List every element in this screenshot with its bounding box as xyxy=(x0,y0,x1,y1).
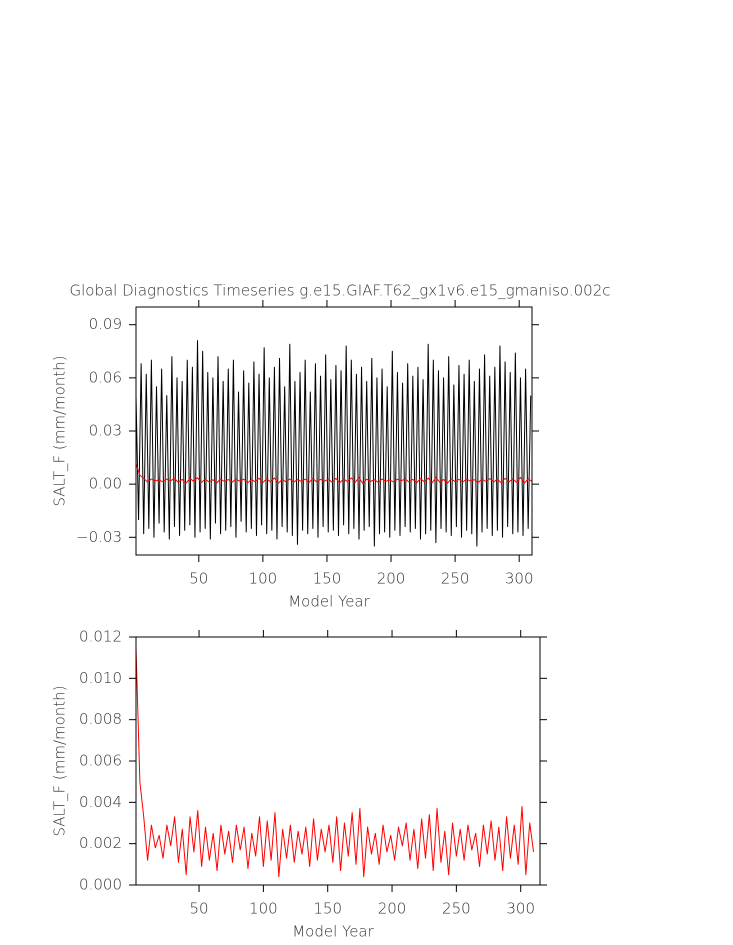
y-tick-label: 0.09 xyxy=(89,315,122,333)
x-tick-label: 50 xyxy=(189,570,208,588)
x-tick-label: 100 xyxy=(249,570,278,588)
data-line xyxy=(136,340,532,547)
y-tick-label: 0.012 xyxy=(79,628,122,646)
data-line xyxy=(136,647,535,878)
x-tick-label: 300 xyxy=(506,900,535,918)
y-axis-label: SALT_F (mm/month) xyxy=(51,355,69,506)
x-tick-label: 250 xyxy=(442,900,471,918)
y-tick-label: 0.00 xyxy=(89,475,122,493)
y-tick-label: 0.010 xyxy=(79,669,122,687)
x-axis-label: Model Year xyxy=(292,923,374,941)
x-tick-label: 50 xyxy=(189,900,208,918)
y-tick-label: 0.03 xyxy=(89,422,122,440)
chart-title: Global Diagnostics Timeseries g.e15.GIAF… xyxy=(70,282,611,300)
y-tick-label: 0.006 xyxy=(79,752,122,770)
y-tick-label: 0.06 xyxy=(89,368,122,386)
plot-frame xyxy=(135,636,541,886)
x-tick-label: 150 xyxy=(313,900,342,918)
x-tick-label: 200 xyxy=(378,900,407,918)
y-axis-label: SALT_F (mm/month) xyxy=(51,685,69,836)
y-tick-label: 0.008 xyxy=(79,710,122,728)
y-tick-label: −0.03 xyxy=(76,528,122,546)
data-line xyxy=(136,463,532,484)
x-tick-label: 150 xyxy=(313,570,342,588)
y-tick-label: 0.002 xyxy=(79,834,122,852)
y-tick-label: 0.004 xyxy=(79,793,122,811)
x-tick-label: 300 xyxy=(505,570,534,588)
x-tick-label: 250 xyxy=(441,570,470,588)
x-axis-label: Model Year xyxy=(288,593,370,611)
y-tick-label: 0.000 xyxy=(79,876,122,894)
x-tick-label: 200 xyxy=(377,570,406,588)
x-tick-label: 100 xyxy=(249,900,278,918)
